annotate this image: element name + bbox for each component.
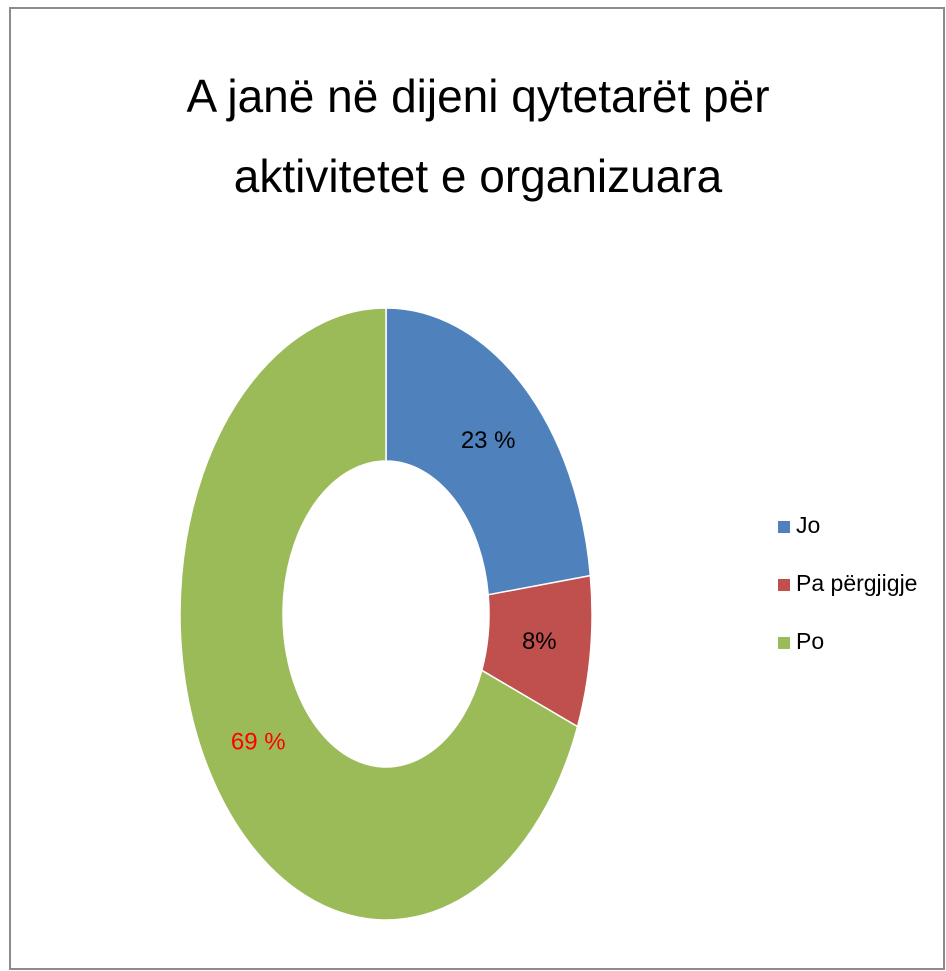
- legend-swatch: [778, 579, 790, 591]
- legend-swatch: [778, 521, 790, 533]
- legend-label: Pa përgjigje: [796, 570, 917, 596]
- data-label: 23 %: [461, 427, 516, 454]
- donut-segment: [385, 307, 592, 596]
- data-label: 8%: [522, 628, 557, 655]
- legend-label: Jo: [796, 512, 820, 538]
- donut-segment: [179, 307, 579, 921]
- data-label: 69 %: [231, 728, 286, 755]
- chart-title: A janë në dijeni qytetarët për: [186, 70, 769, 122]
- legend-label: Po: [796, 628, 824, 654]
- legend-swatch: [778, 637, 790, 649]
- chart-title: aktivitetet e organizuara: [234, 150, 723, 202]
